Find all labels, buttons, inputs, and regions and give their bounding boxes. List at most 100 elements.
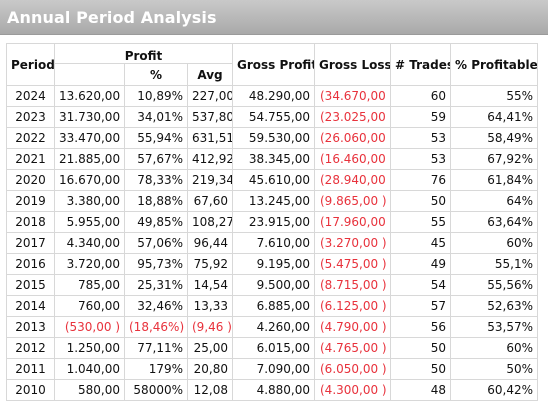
cell-trades: 56: [390, 316, 451, 338]
cell-profit-avg: 13,33: [187, 295, 233, 317]
cell-pct-profitable: 64,41%: [450, 106, 538, 128]
cell-pct-profitable: 63,64%: [450, 211, 538, 233]
cell-gross-loss: (8.715,00 ): [314, 274, 391, 296]
cell-pct-profitable: 67,92%: [450, 148, 538, 170]
cell-profit-avg: 219,34: [187, 169, 233, 191]
cell-trades: 48: [390, 379, 451, 401]
cell-profit-avg: 14,54: [187, 274, 233, 296]
cell-gross-loss: (16.460,00 ): [314, 148, 391, 170]
cell-period: 2021: [6, 148, 55, 170]
cell-profit-avg: 96,44: [187, 232, 233, 254]
header-trades[interactable]: # Trades: [390, 43, 451, 86]
cell-gross-profit: 54.755,00: [232, 106, 315, 128]
header-gross-loss[interactable]: Gross Loss: [314, 43, 391, 86]
cell-profit: 785,00: [54, 274, 125, 296]
cell-profit-avg: 12,08: [187, 379, 233, 401]
cell-profit-avg: 631,51: [187, 127, 233, 149]
cell-trades: 59: [390, 106, 451, 128]
table-row[interactable]: 2023 31.730,00 34,01% 537,80 54.755,00 (23.02…: [6, 106, 538, 128]
cell-profit-avg: 75,92: [187, 253, 233, 275]
table-row[interactable]: 2016 3.720,00 95,73% 75,92 9.195,00 (5.475,00…: [6, 253, 538, 275]
cell-trades: 45: [390, 232, 451, 254]
header-profit[interactable]: Profit: [54, 43, 233, 64]
table-row[interactable]: 2012 1.250,00 77,11% 25,00 6.015,00 (4.765,00…: [6, 337, 538, 359]
table-row[interactable]: 2019 3.380,00 18,88% 67,60 13.245,00 (9.865,0…: [6, 190, 538, 212]
header-pct-profitable[interactable]: % Profitable: [450, 43, 538, 86]
cell-pct-profitable: 64%: [450, 190, 538, 212]
cell-period: 2019: [6, 190, 55, 212]
table-row[interactable]: 2018 5.955,00 49,85% 108,27 23.915,00 (17.960…: [6, 211, 538, 233]
table-row[interactable]: 2024 13.620,00 10,89% 227,00 48.290,00 (34.67…: [6, 85, 538, 107]
cell-period: 2024: [6, 85, 55, 107]
table-row[interactable]: 2021 21.885,00 57,67% 412,92 38.345,00 (16.46…: [6, 148, 538, 170]
cell-profit: 33.470,00: [54, 127, 125, 149]
cell-period: 2016: [6, 253, 55, 275]
cell-pct-profitable: 50%: [450, 358, 538, 380]
cell-period: 2014: [6, 295, 55, 317]
cell-gross-profit: 4.260,00: [232, 316, 315, 338]
cell-profit: 4.340,00: [54, 232, 125, 254]
cell-gross-loss: (4.765,00 ): [314, 337, 391, 359]
cell-gross-profit: 9.500,00: [232, 274, 315, 296]
cell-pct-profitable: 55,56%: [450, 274, 538, 296]
cell-profit-pct: 58000%: [124, 379, 188, 401]
cell-profit-avg: 20,80: [187, 358, 233, 380]
cell-gross-loss: (4.300,00 ): [314, 379, 391, 401]
table-body: 2024 13.620,00 10,89% 227,00 48.290,00 (34.67…: [6, 85, 538, 401]
cell-pct-profitable: 60%: [450, 337, 538, 359]
analysis-table-container: Period Profit Gross Profit Gross Loss # …: [6, 43, 538, 401]
header-period[interactable]: Period: [6, 43, 55, 86]
cell-pct-profitable: 55%: [450, 85, 538, 107]
cell-profit-avg: (9,46 ): [187, 316, 233, 338]
cell-gross-loss: (26.060,00 ): [314, 127, 391, 149]
cell-profit-avg: 537,80: [187, 106, 233, 128]
cell-gross-profit: 6.885,00: [232, 295, 315, 317]
cell-gross-loss: (5.475,00 ): [314, 253, 391, 275]
cell-gross-profit: 6.015,00: [232, 337, 315, 359]
cell-gross-loss: (6.050,00 ): [314, 358, 391, 380]
cell-profit: 13.620,00: [54, 85, 125, 107]
cell-profit-pct: 32,46%: [124, 295, 188, 317]
cell-period: 2013: [6, 316, 55, 338]
header-gross-profit[interactable]: Gross Profit: [232, 43, 315, 86]
cell-period: 2011: [6, 358, 55, 380]
cell-pct-profitable: 60%: [450, 232, 538, 254]
table-row[interactable]: 2011 1.040,00 179% 20,80 7.090,00 (6.050,00 )…: [6, 358, 538, 380]
header-profit-avg[interactable]: Avg: [187, 63, 233, 86]
table-row[interactable]: 2022 33.470,00 55,94% 631,51 59.530,00 (26.06…: [6, 127, 538, 149]
cell-gross-profit: 13.245,00: [232, 190, 315, 212]
cell-trades: 53: [390, 127, 451, 149]
cell-period: 2018: [6, 211, 55, 233]
cell-profit-pct: 179%: [124, 358, 188, 380]
cell-gross-profit: 45.610,00: [232, 169, 315, 191]
cell-profit-pct: 57,67%: [124, 148, 188, 170]
cell-profit-avg: 67,60: [187, 190, 233, 212]
table-row[interactable]: 2013 (530,00 ) (18,46%) (9,46 ) 4.260,00 (4.7…: [6, 316, 538, 338]
cell-profit-avg: 227,00: [187, 85, 233, 107]
cell-gross-profit: 59.530,00: [232, 127, 315, 149]
cell-period: 2022: [6, 127, 55, 149]
cell-gross-profit: 7.610,00: [232, 232, 315, 254]
cell-trades: 50: [390, 190, 451, 212]
table-row[interactable]: 2015 785,00 25,31% 14,54 9.500,00 (8.715,00 )…: [6, 274, 538, 296]
cell-gross-loss: (6.125,00 ): [314, 295, 391, 317]
cell-gross-profit: 7.090,00: [232, 358, 315, 380]
cell-profit-pct: 78,33%: [124, 169, 188, 191]
table-row[interactable]: 2014 760,00 32,46% 13,33 6.885,00 (6.125,00 )…: [6, 295, 538, 317]
table-row[interactable]: 2017 4.340,00 57,06% 96,44 7.610,00 (3.270,00…: [6, 232, 538, 254]
header-profit-pct[interactable]: %: [124, 63, 188, 86]
cell-gross-profit: 48.290,00: [232, 85, 315, 107]
cell-profit: 760,00: [54, 295, 125, 317]
cell-period: 2010: [6, 379, 55, 401]
cell-profit: (530,00 ): [54, 316, 125, 338]
cell-pct-profitable: 58,49%: [450, 127, 538, 149]
cell-profit: 1.250,00: [54, 337, 125, 359]
cell-gross-profit: 23.915,00: [232, 211, 315, 233]
table-row[interactable]: 2020 16.670,00 78,33% 219,34 45.610,00 (28.94…: [6, 169, 538, 191]
cell-profit: 5.955,00: [54, 211, 125, 233]
annual-analysis-table: Period Profit Gross Profit Gross Loss # …: [6, 43, 538, 401]
cell-trades: 55: [390, 211, 451, 233]
table-row[interactable]: 2010 580,00 58000% 12,08 4.880,00 (4.300,00 )…: [6, 379, 538, 401]
cell-profit-pct: 77,11%: [124, 337, 188, 359]
